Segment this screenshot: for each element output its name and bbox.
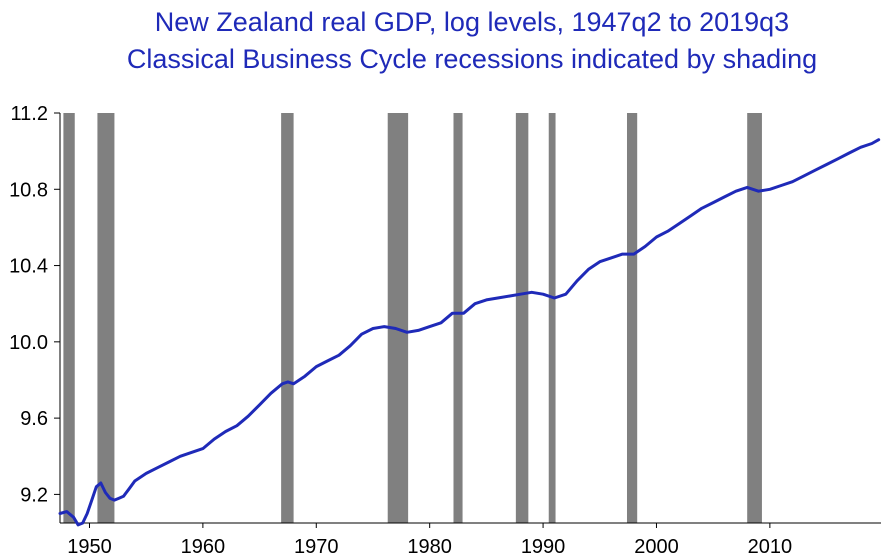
axes bbox=[54, 112, 881, 528]
chart-title-block: New Zealand real GDP, log levels, 1947q2… bbox=[60, 4, 884, 78]
recession-band-8 bbox=[747, 113, 762, 523]
series-layer bbox=[58, 138, 881, 527]
chart-subtitle: Classical Business Cycle recessions indi… bbox=[126, 44, 818, 74]
x-tick-label: 1990 bbox=[521, 536, 566, 558]
x-tick-label: 1970 bbox=[294, 536, 339, 558]
y-tick-label: 9.2 bbox=[20, 484, 48, 506]
y-tick-label: 10.0 bbox=[9, 332, 48, 354]
gdp-series-line-0 bbox=[58, 138, 881, 527]
recession-band-0 bbox=[63, 113, 75, 523]
y-tick-label: 10.8 bbox=[9, 179, 48, 201]
recession-band-6 bbox=[548, 113, 556, 523]
recession-band-3 bbox=[387, 113, 409, 523]
recession-band-2 bbox=[281, 113, 294, 523]
recession-band-4 bbox=[453, 113, 463, 523]
recession-band-1 bbox=[97, 113, 115, 523]
y-tick-label: 10.4 bbox=[9, 256, 48, 278]
x-tick-label: 2010 bbox=[748, 536, 793, 558]
tick-labels: 9.2 9.6 10.0 10.4 10.8 11.2 1950 1960 1970 1980 19… bbox=[9, 103, 792, 558]
recession-band-7 bbox=[626, 113, 638, 523]
x-tick-label: 1960 bbox=[181, 536, 226, 558]
recession-shading-layer bbox=[63, 113, 762, 523]
x-tick-label: 1980 bbox=[407, 536, 452, 558]
recession-band-5 bbox=[515, 113, 529, 523]
chart-title: New Zealand real GDP, log levels, 1947q2… bbox=[154, 7, 790, 37]
y-tick-label: 11.2 bbox=[11, 103, 48, 125]
y-tick-label: 9.6 bbox=[20, 408, 48, 430]
x-tick-label: 2000 bbox=[634, 536, 679, 558]
x-tick-label: 1950 bbox=[67, 536, 112, 558]
